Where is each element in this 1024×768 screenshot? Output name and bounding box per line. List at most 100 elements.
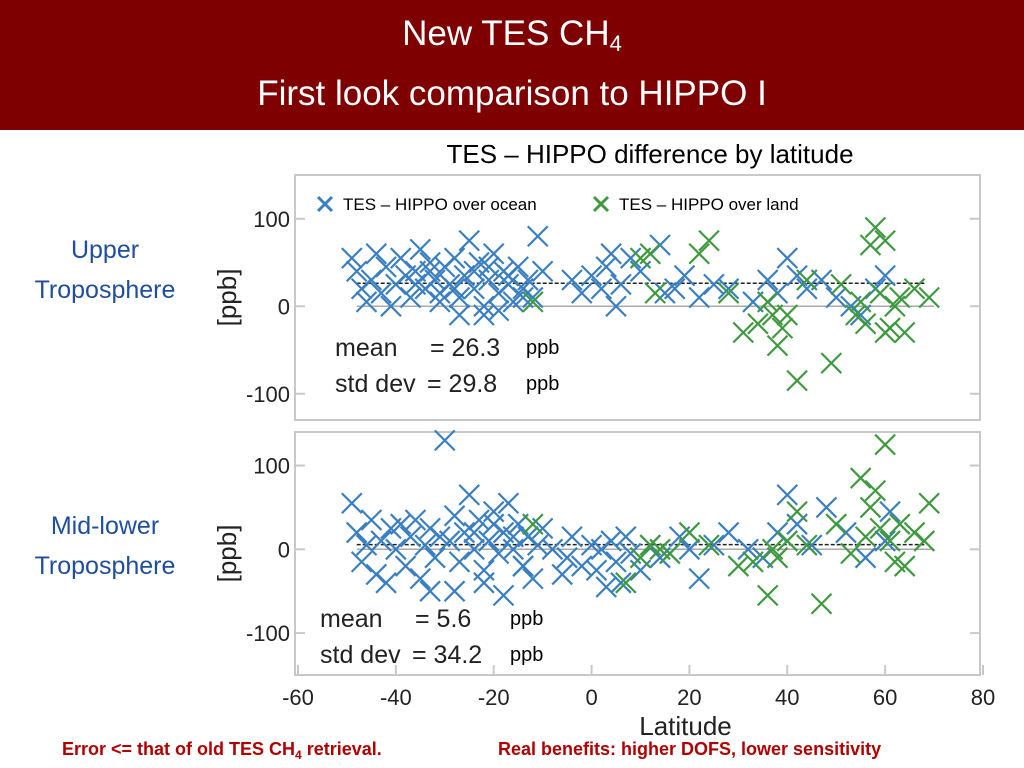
ocean-point	[678, 538, 701, 561]
ocean-point	[595, 256, 618, 278]
ocean-point	[854, 546, 877, 569]
land-point	[786, 500, 808, 523]
ocean-point	[756, 269, 779, 291]
land-point	[629, 546, 652, 569]
ocean-point	[512, 555, 534, 577]
ocean-point	[434, 429, 456, 452]
ocean-point	[414, 534, 436, 556]
ocean-point	[453, 521, 476, 544]
x-tick-label: -60	[282, 685, 314, 710]
mean-value: = 26.3	[430, 334, 500, 362]
land-point	[874, 229, 896, 252]
ocean-point	[497, 264, 520, 287]
ocean-point	[703, 273, 725, 296]
land-point	[820, 352, 843, 374]
ocean-point	[502, 525, 525, 548]
ocean-point	[341, 247, 363, 269]
land-point	[874, 321, 896, 344]
ocean-point	[717, 277, 740, 300]
ocean-point	[380, 295, 402, 318]
land-point	[688, 242, 710, 265]
land-point	[742, 551, 764, 573]
title-banner: New TES CH4 First look comparison to HIP…	[0, 0, 1024, 130]
ocean-point	[473, 572, 495, 594]
x-tick-label: -20	[478, 685, 510, 710]
ocean-point	[473, 304, 495, 326]
land-point	[913, 530, 936, 552]
land-point	[771, 317, 794, 339]
legend: TES – HIPPO over ocean TES – HIPPO over l…	[316, 195, 799, 214]
land-point	[840, 542, 862, 565]
ocean-point	[497, 492, 520, 515]
ocean-point	[879, 500, 901, 523]
ocean-point	[443, 277, 466, 300]
std-value: = 34.2	[412, 641, 482, 669]
ocean-point	[551, 563, 573, 586]
y-tick-label: 100	[253, 207, 290, 232]
land-point	[879, 530, 901, 552]
scatter-plot-area: 100 0 -100 [ppb] mean = 26.3 ppb std dev = 29.8 p…	[212, 174, 995, 740]
mean-unit: ppb	[526, 337, 559, 359]
ocean-point	[443, 247, 466, 269]
y-tick-label: 0	[278, 294, 290, 319]
land-point	[864, 479, 887, 502]
land-point	[893, 555, 916, 577]
x-tick-label: 60	[873, 685, 897, 710]
ocean-point	[478, 256, 500, 278]
ocean-point	[737, 538, 759, 561]
land-point	[903, 277, 926, 300]
ocean-point	[448, 304, 471, 326]
ocean-point	[800, 534, 823, 556]
land-point	[644, 282, 666, 304]
land-point	[889, 513, 911, 535]
ocean-point	[776, 484, 799, 506]
land-point	[717, 282, 740, 304]
land-point	[889, 286, 911, 309]
ocean-point	[345, 260, 368, 283]
ocean-point	[619, 247, 642, 269]
land-point	[732, 321, 755, 344]
ocean-point	[419, 260, 441, 283]
ocean-point	[571, 282, 593, 304]
ocean-point	[424, 546, 446, 569]
ocean-point	[370, 282, 392, 304]
ocean-point	[375, 256, 397, 278]
land-point	[698, 534, 720, 556]
ocean-point	[478, 530, 500, 552]
ocean-point	[531, 260, 554, 283]
ocean-point	[463, 277, 485, 300]
ocean-point	[595, 576, 618, 598]
ocean-point	[610, 572, 632, 594]
ocean-point	[463, 260, 485, 283]
ocean-point	[703, 534, 725, 556]
ocean-point	[522, 567, 544, 590]
mean-unit: ppb	[510, 608, 543, 630]
land-point	[849, 467, 872, 489]
land-point	[918, 492, 940, 515]
ocean-point	[688, 567, 710, 590]
ocean-point	[610, 273, 632, 296]
slide-title-line-1: New TES CH4	[402, 14, 622, 56]
ocean-point	[776, 247, 799, 269]
ocean-point	[443, 505, 466, 527]
land-point	[918, 286, 940, 309]
panel-mid-lower: 100 0 -100 [ppb] -60 -40 -20 0 20 40 60 80 Latitude m…	[212, 429, 995, 740]
title-subscript: 4	[609, 31, 622, 56]
slide-title-line-2: First look comparison to HIPPO I	[257, 74, 767, 113]
land-point	[756, 291, 779, 313]
ocean-point	[571, 555, 593, 577]
ocean-point	[874, 264, 896, 287]
ocean-point	[468, 509, 490, 531]
ocean-point	[443, 580, 466, 602]
land-point	[810, 592, 833, 615]
x-tick-label: 0	[585, 685, 597, 710]
ocean-point	[526, 534, 549, 556]
ocean-point	[600, 242, 622, 265]
footer-notes: Error <= that of old TES CH4 retrieval. …	[0, 737, 1024, 767]
ocean-point	[419, 251, 441, 274]
ocean-point	[482, 513, 505, 535]
y-tick-label: -100	[246, 382, 290, 407]
legend-label: TES – HIPPO over land	[619, 195, 799, 214]
land-point	[796, 534, 818, 556]
ocean-point	[389, 513, 412, 535]
